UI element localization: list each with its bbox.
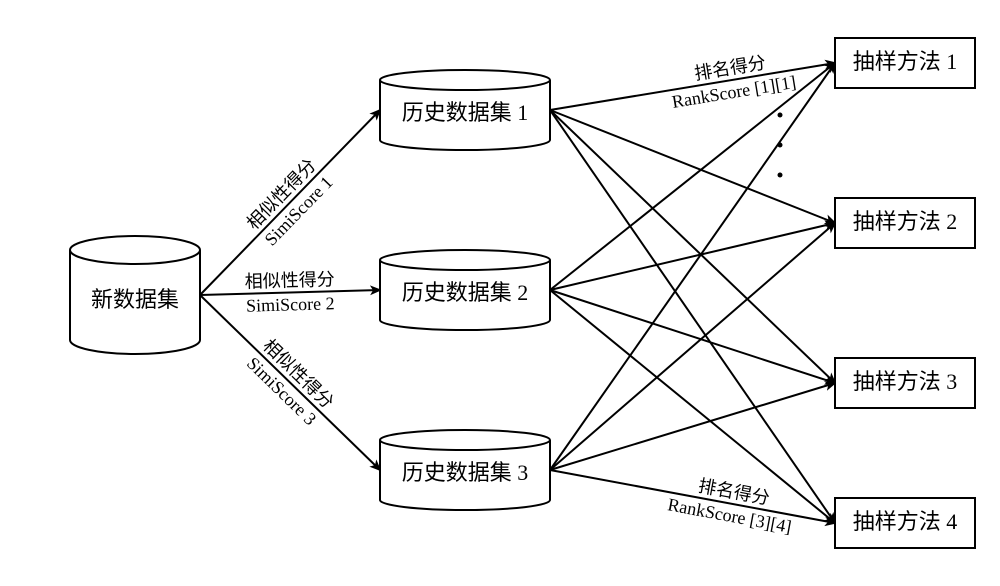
source-dataset-label: 新数据集 <box>91 287 179 312</box>
history-dataset-3-label: 历史数据集 3 <box>402 460 529 485</box>
sampling-method-2-label: 抽样方法 2 <box>853 209 958 234</box>
edge-hist3-to-method3 <box>550 383 835 470</box>
history-dataset-2-label: 历史数据集 2 <box>402 280 529 305</box>
diagram-canvas: 新数据集 历史数据集 1 历史数据集 2 历史数据集 3 抽样方法 1 抽样方法 2 抽样方… <box>0 0 1000 586</box>
edge-source-to-hist-1 <box>200 110 380 295</box>
edge-source-to-hist-2-label-top: 相似性得分 <box>244 269 335 291</box>
edge-hist1-to-method3 <box>550 110 835 383</box>
ellipsis-dot <box>778 173 783 178</box>
ellipsis-dot <box>778 143 783 148</box>
ellipsis-dot <box>778 113 783 118</box>
history-dataset-2-top <box>380 250 550 270</box>
edge-source-to-hist-3 <box>200 295 380 470</box>
history-dataset-1-top <box>380 70 550 90</box>
source-dataset-top <box>70 236 200 264</box>
edge-hist1-to-method1-label-bot: RankScore [1][1] <box>670 72 797 112</box>
edge-source-to-hist-2-label-bot: SimiScore 2 <box>246 293 335 315</box>
edge-hist3-to-method2 <box>550 223 835 470</box>
history-dataset-3-top <box>380 430 550 450</box>
edge-hist2-to-method4 <box>550 290 835 523</box>
sampling-method-1-label: 抽样方法 1 <box>853 49 958 74</box>
edge-hist1-to-method2 <box>550 110 835 223</box>
edge-hist3-to-method1 <box>550 63 835 470</box>
nodes-layer: 新数据集 历史数据集 1 历史数据集 2 历史数据集 3 抽样方法 1 抽样方法 2 抽样方… <box>70 38 975 548</box>
history-dataset-1-label: 历史数据集 1 <box>402 100 529 125</box>
edge-hist2-to-method3 <box>550 290 835 383</box>
sampling-method-4-label: 抽样方法 4 <box>853 509 958 534</box>
sampling-method-3-label: 抽样方法 3 <box>853 369 958 394</box>
edge-hist1-to-method4 <box>550 110 835 523</box>
